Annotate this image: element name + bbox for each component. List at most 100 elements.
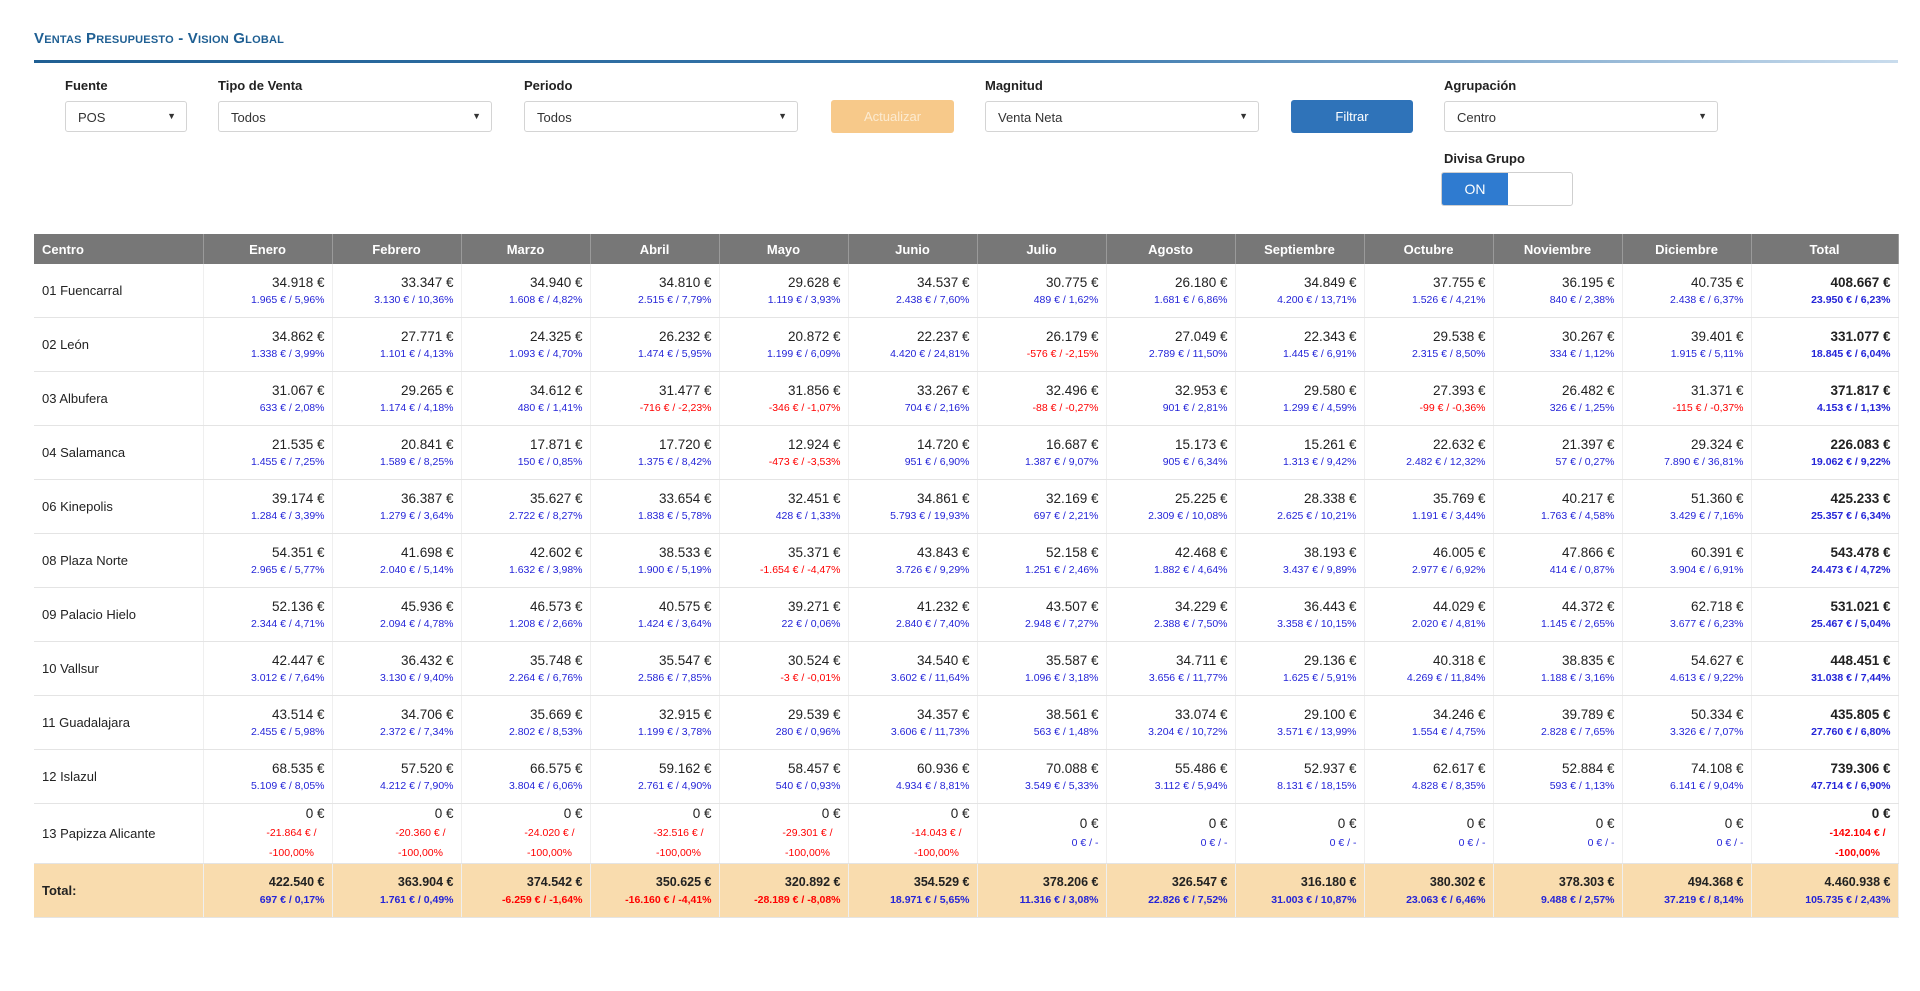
fuente-select[interactable]: POS ▼ bbox=[65, 101, 187, 132]
tipo-venta-select[interactable]: Todos ▼ bbox=[218, 101, 492, 132]
cell-value: 378.303 € bbox=[1558, 875, 1615, 889]
cell-value: 408.667 € bbox=[1830, 275, 1891, 290]
table-row: 01 Fuencarral 34.918 € 1.965 € / 5,96% 33.3… bbox=[34, 264, 1899, 318]
table-cell: 52.136 € 2.344 € / 4,71% bbox=[203, 587, 333, 642]
table-cell: 34.810 € 2.515 € / 7,79% bbox=[590, 264, 720, 318]
table-cell: 52.937 € 8.131 € / 18,15% bbox=[1235, 749, 1365, 804]
table-cell: 15.173 € 905 € / 6,34% bbox=[1106, 425, 1236, 480]
cell-delta: 1.279 € / 3,64% bbox=[379, 510, 454, 522]
table-cell: 25.225 € 2.309 € / 10,08% bbox=[1106, 479, 1236, 534]
cell-value: 0 € bbox=[692, 806, 712, 821]
column-header[interactable]: Total bbox=[1751, 234, 1899, 264]
table-row: 06 Kinepolis 39.174 € 1.284 € / 3,39% 36.38… bbox=[34, 479, 1899, 534]
cell-value: 0 € bbox=[1595, 816, 1615, 831]
cell-delta: -473 € / -3,53% bbox=[768, 456, 841, 468]
cell-delta: 1.188 € / 3,16% bbox=[1540, 672, 1615, 684]
cell-delta: 3.130 € / 10,36% bbox=[374, 294, 454, 306]
row-name: 11 Guadalajara bbox=[34, 695, 204, 750]
column-header[interactable]: Junio bbox=[848, 234, 978, 264]
table-cell: 0 € 0 € / - bbox=[1493, 803, 1623, 864]
cell-value: 0 € bbox=[305, 806, 325, 821]
cell-value: 34.940 € bbox=[529, 275, 583, 290]
column-header[interactable]: Noviembre bbox=[1493, 234, 1623, 264]
table-cell: 0 € -20.360 € / -100,00% bbox=[332, 803, 462, 864]
cell-delta: 334 € / 1,12% bbox=[1549, 348, 1615, 360]
column-header[interactable]: Diciembre bbox=[1622, 234, 1752, 264]
cell-delta: 2.315 € / 8,50% bbox=[1411, 348, 1486, 360]
cell-value: 40.217 € bbox=[1561, 491, 1615, 506]
filtrar-button[interactable]: Filtrar bbox=[1291, 100, 1413, 133]
table-cell: 35.587 € 1.096 € / 3,18% bbox=[977, 641, 1107, 696]
cell-value: 35.587 € bbox=[1045, 653, 1099, 668]
cell-delta: 3.437 € / 9,89% bbox=[1282, 564, 1357, 576]
cell-value: 66.575 € bbox=[529, 761, 583, 776]
table-cell: 378.303 € 9.488 € / 2,57% bbox=[1493, 863, 1623, 918]
cell-delta: 1.761 € / 0,49% bbox=[379, 894, 454, 906]
cell-delta: 22.826 € / 7,52% bbox=[1148, 894, 1228, 906]
column-header[interactable]: Octubre bbox=[1364, 234, 1494, 264]
cell-value: 350.625 € bbox=[655, 875, 712, 889]
table-cell: 31.371 € -115 € / -0,37% bbox=[1622, 371, 1752, 426]
cell-delta: -576 € / -2,15% bbox=[1026, 348, 1099, 360]
actualizar-button[interactable]: Actualizar bbox=[831, 100, 954, 133]
table-cell: 37.755 € 1.526 € / 4,21% bbox=[1364, 264, 1494, 318]
cell-value: 52.158 € bbox=[1045, 545, 1099, 560]
cell-value: 36.195 € bbox=[1561, 275, 1615, 290]
cell-delta: 540 € / 0,93% bbox=[775, 780, 841, 792]
cell-value: 26.180 € bbox=[1174, 275, 1228, 290]
divisa-toggle[interactable]: ON bbox=[1441, 172, 1573, 206]
table-cell: 20.841 € 1.589 € / 8,25% bbox=[332, 425, 462, 480]
cell-value: 226.083 € bbox=[1830, 437, 1891, 452]
magnitud-select[interactable]: Venta Neta ▼ bbox=[985, 101, 1259, 132]
cell-value: 59.162 € bbox=[658, 761, 712, 776]
table-cell: 44.372 € 1.145 € / 2,65% bbox=[1493, 587, 1623, 642]
column-header[interactable]: Centro bbox=[34, 234, 204, 264]
cell-value: 34.537 € bbox=[916, 275, 970, 290]
cell-value: 435.805 € bbox=[1830, 707, 1891, 722]
table-cell: 33.267 € 704 € / 2,16% bbox=[848, 371, 978, 426]
agrupacion-select[interactable]: Centro ▼ bbox=[1444, 101, 1718, 132]
table-cell: 38.835 € 1.188 € / 3,16% bbox=[1493, 641, 1623, 696]
cell-value: 60.936 € bbox=[916, 761, 970, 776]
column-header[interactable]: Enero bbox=[203, 234, 333, 264]
cell-delta: 0 € / - bbox=[1716, 837, 1744, 849]
cell-delta: 1.284 € / 3,39% bbox=[250, 510, 325, 522]
cell-delta: 2.977 € / 6,92% bbox=[1411, 564, 1486, 576]
table-cell: 62.718 € 3.677 € / 6,23% bbox=[1622, 587, 1752, 642]
table-cell: 425.233 € 25.357 € / 6,34% bbox=[1751, 479, 1899, 534]
cell-value: 380.302 € bbox=[1429, 875, 1486, 889]
table-cell: 34.861 € 5.793 € / 19,93% bbox=[848, 479, 978, 534]
table-cell: 30.775 € 489 € / 1,62% bbox=[977, 264, 1107, 318]
cell-value: 17.720 € bbox=[658, 437, 712, 452]
cell-delta: 5.793 € / 19,93% bbox=[890, 510, 970, 522]
column-header[interactable]: Febrero bbox=[332, 234, 462, 264]
column-header[interactable]: Mayo bbox=[719, 234, 849, 264]
divisa-toggle-on: ON bbox=[1442, 173, 1508, 205]
table-cell: 33.347 € 3.130 € / 10,36% bbox=[332, 264, 462, 318]
periodo-select[interactable]: Todos ▼ bbox=[524, 101, 798, 132]
cell-value: 32.953 € bbox=[1174, 383, 1228, 398]
cell-value: 22.632 € bbox=[1432, 437, 1486, 452]
cell-delta: 840 € / 2,38% bbox=[1549, 294, 1615, 306]
column-header[interactable]: Septiembre bbox=[1235, 234, 1365, 264]
table-cell: 51.360 € 3.429 € / 7,16% bbox=[1622, 479, 1752, 534]
cell-value: 29.538 € bbox=[1432, 329, 1486, 344]
column-header[interactable]: Julio bbox=[977, 234, 1107, 264]
table-cell: 40.318 € 4.269 € / 11,84% bbox=[1364, 641, 1494, 696]
cell-delta: 1.554 € / 4,75% bbox=[1411, 726, 1486, 738]
table-cell: 36.387 € 1.279 € / 3,64% bbox=[332, 479, 462, 534]
table-cell: 46.005 € 2.977 € / 6,92% bbox=[1364, 533, 1494, 588]
cell-value: 371.817 € bbox=[1830, 383, 1891, 398]
table-cell: 38.533 € 1.900 € / 5,19% bbox=[590, 533, 720, 588]
column-header[interactable]: Agosto bbox=[1106, 234, 1236, 264]
cell-value: 20.872 € bbox=[787, 329, 841, 344]
table-cell: 350.625 € -16.160 € / -4,41% bbox=[590, 863, 720, 918]
cell-value: 29.136 € bbox=[1303, 653, 1357, 668]
table-row: 08 Plaza Norte 54.351 € 2.965 € / 5,77% 41.… bbox=[34, 533, 1899, 588]
cell-delta: 2.586 € / 7,85% bbox=[637, 672, 712, 684]
row-name: 12 Islazul bbox=[34, 749, 204, 804]
cell-value: 425.233 € bbox=[1830, 491, 1891, 506]
column-header[interactable]: Marzo bbox=[461, 234, 591, 264]
cell-delta: 5.109 € / 8,05% bbox=[250, 780, 325, 792]
column-header[interactable]: Abril bbox=[590, 234, 720, 264]
